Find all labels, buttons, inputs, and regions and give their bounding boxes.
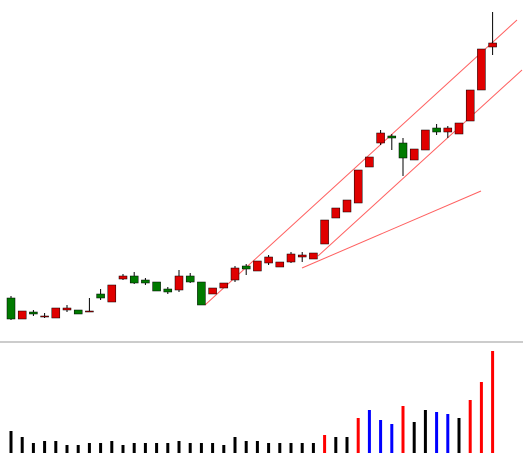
candle-body	[421, 129, 430, 151]
volume-bar	[345, 437, 349, 453]
candle-body	[40, 315, 49, 318]
volume-bar	[300, 443, 304, 453]
candle-body	[409, 148, 419, 161]
volume-bar	[121, 445, 125, 453]
candle-body	[29, 311, 38, 315]
volume-bar	[65, 445, 69, 453]
volume-bar	[491, 351, 495, 453]
volume-bar	[20, 437, 24, 453]
volume-bar	[367, 410, 371, 453]
candle-body	[62, 307, 72, 311]
candle-body	[107, 284, 117, 303]
volume-bar	[379, 420, 383, 453]
volume-bar	[9, 431, 13, 453]
candle-body	[208, 287, 217, 295]
candle-body	[309, 252, 318, 260]
candle-body	[454, 122, 464, 135]
volume-bar	[323, 435, 327, 453]
volume-bar	[211, 443, 215, 453]
trend-line	[204, 19, 518, 306]
volume-bar	[233, 437, 237, 453]
volume-bar	[188, 443, 192, 453]
volume-bar	[468, 400, 472, 453]
candle-body	[51, 307, 61, 319]
candle-body	[6, 297, 16, 320]
volume-bar	[289, 443, 293, 453]
volume-bar	[132, 443, 136, 453]
candle-body	[219, 282, 229, 289]
volume-bar	[356, 418, 360, 453]
candle-body	[488, 42, 497, 48]
candle-body	[118, 275, 128, 280]
candle-body	[297, 254, 307, 258]
volume-bar	[278, 443, 282, 453]
candle-body	[141, 279, 150, 284]
volume-bar	[479, 382, 483, 453]
volume-bar	[390, 424, 394, 453]
candle-body	[253, 260, 262, 272]
candle-body	[185, 275, 195, 283]
candle-body	[398, 142, 408, 159]
volume-bar	[199, 443, 203, 453]
volume-bar	[54, 441, 58, 453]
volume-bar	[155, 443, 159, 453]
volume-bar	[110, 441, 114, 453]
volume-bar	[76, 445, 80, 453]
candle-body	[197, 281, 206, 306]
candle-body	[96, 293, 105, 299]
candle-body	[443, 127, 453, 133]
volume-bar	[177, 441, 181, 453]
candle-body	[275, 261, 285, 268]
volume-bar	[446, 414, 450, 453]
candle-body	[174, 275, 184, 291]
volume-bar	[87, 443, 91, 453]
volume-bar	[143, 443, 147, 453]
volume-bar	[31, 443, 35, 453]
candle-body	[129, 275, 139, 284]
candle-body	[264, 256, 273, 264]
candle-body	[477, 48, 486, 91]
volume-bar	[401, 406, 405, 453]
candle-body	[376, 132, 385, 144]
candle-body	[365, 156, 374, 168]
candle-body	[286, 253, 296, 263]
candle-body	[73, 309, 83, 315]
candle-body	[342, 199, 352, 213]
volume-bar	[412, 422, 416, 453]
volume-bar	[99, 443, 103, 453]
candle-body	[230, 267, 240, 281]
volume-bar	[166, 443, 170, 453]
candle-body	[85, 310, 94, 313]
candle-body	[17, 310, 27, 320]
volume-bar	[435, 412, 439, 453]
candle-body	[320, 219, 329, 245]
volume-bar	[43, 441, 47, 453]
candle-body	[465, 89, 475, 122]
candle-body	[331, 207, 341, 219]
volume-bar	[457, 418, 461, 453]
candle-body	[152, 281, 161, 292]
candle-body	[353, 169, 363, 204]
volume-bar	[311, 443, 315, 453]
trend-line	[317, 69, 523, 257]
candle-body	[241, 265, 251, 270]
candle-body	[163, 288, 173, 293]
candle-body	[387, 135, 397, 139]
trend-lines	[204, 19, 523, 306]
trend-line	[301, 190, 482, 269]
volume-bar	[255, 441, 259, 453]
volume-bar	[267, 443, 271, 453]
volume-bar	[222, 445, 226, 453]
volume-bar	[244, 441, 248, 453]
volume-bar	[334, 437, 338, 453]
candle-body	[432, 127, 441, 133]
volume-bar	[423, 410, 427, 453]
